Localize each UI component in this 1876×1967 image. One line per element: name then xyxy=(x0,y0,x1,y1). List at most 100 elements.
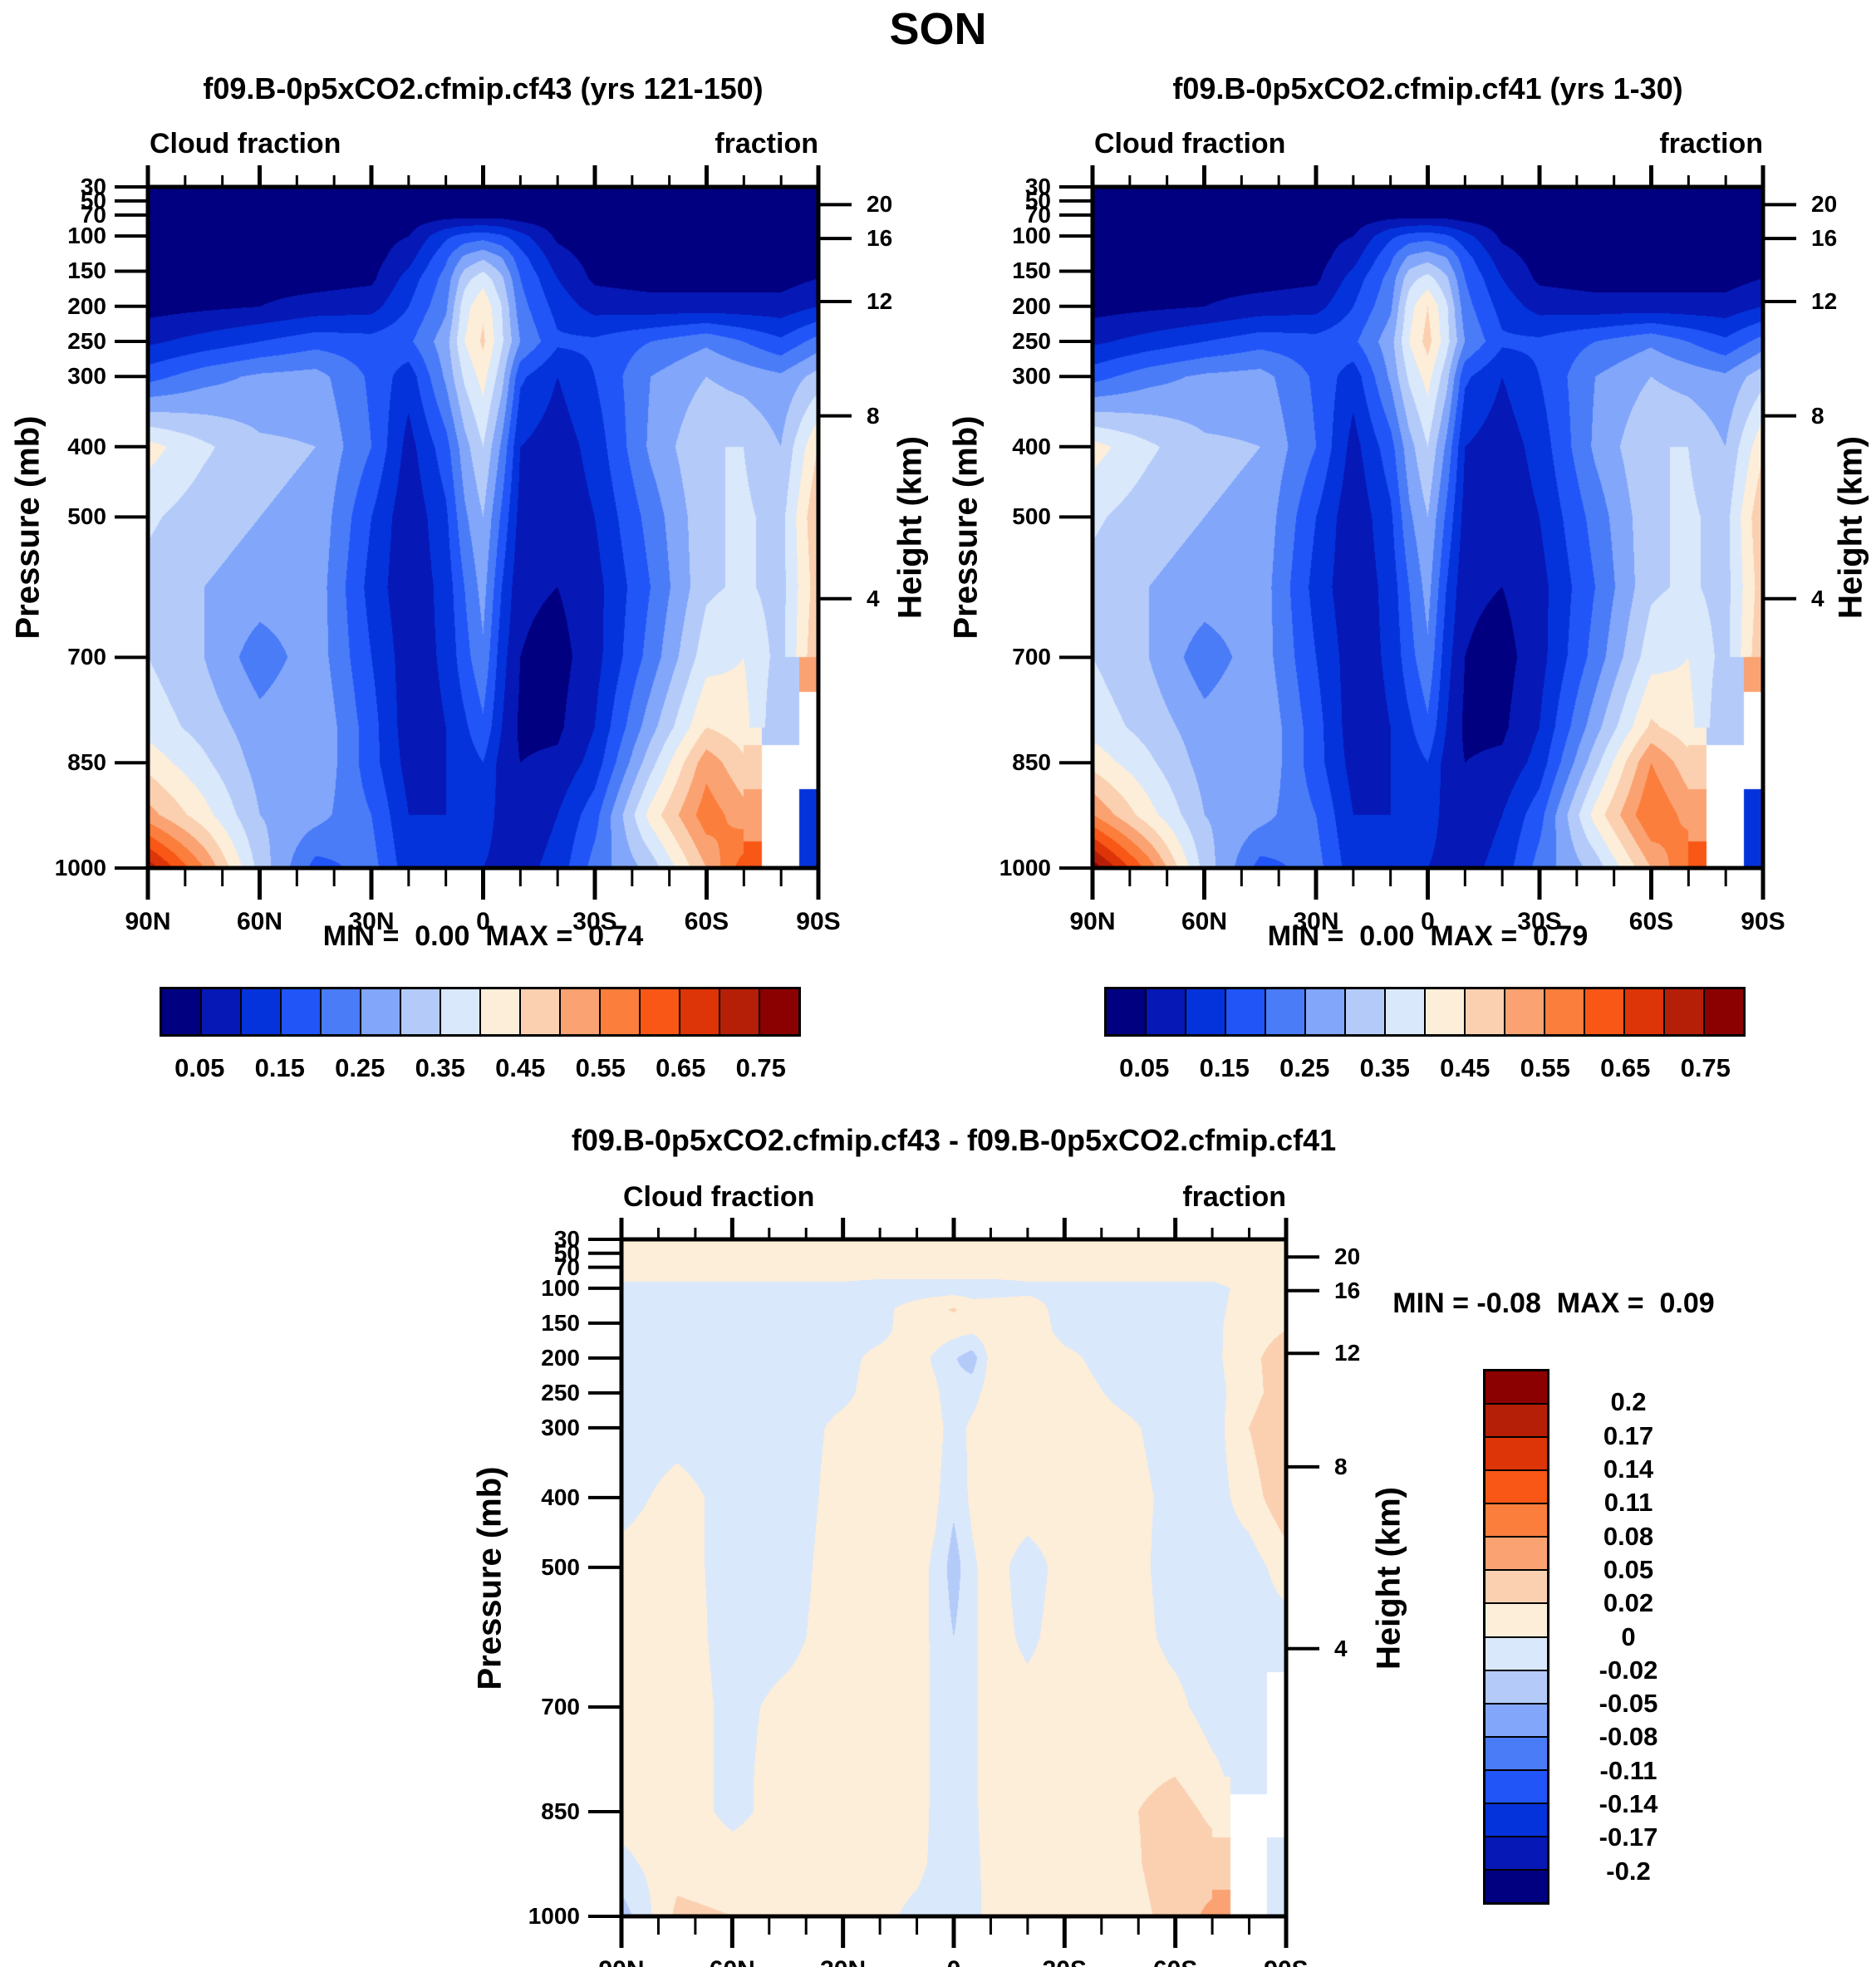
colorbar-cell xyxy=(1486,1669,1547,1703)
pressure-tick-label: 30 xyxy=(80,174,106,199)
colorbar-cell xyxy=(1486,1469,1547,1503)
lat-tick-label: 60S xyxy=(684,908,729,935)
colorbar-cell xyxy=(1225,989,1265,1034)
colorbar-label: 0.75 xyxy=(1680,1053,1731,1082)
height-axis-label-panel-cf41: Height (km) xyxy=(1832,436,1869,619)
colorbar-label: 0.25 xyxy=(335,1053,386,1082)
colorbar-label: 0.35 xyxy=(1359,1053,1410,1082)
height-tick-label: 16 xyxy=(1334,1277,1361,1303)
colorbar-cell xyxy=(1344,989,1384,1034)
colorbar-label: -0.05 xyxy=(1599,1689,1658,1719)
pressure-tick-label: 300 xyxy=(1012,363,1051,390)
colorbar-cell xyxy=(1486,1503,1547,1537)
pressure-tick-label: 150 xyxy=(1012,258,1051,284)
lat-tick-label: 90N xyxy=(1069,908,1116,935)
colorbar-label: 0.45 xyxy=(1440,1053,1490,1082)
colorbar-cell xyxy=(440,989,479,1034)
colorbar-cell xyxy=(1584,989,1623,1034)
colorbar-cell xyxy=(1486,1735,1547,1769)
lat-tick-label: 90S xyxy=(796,908,841,935)
lat-tick-label: 90N xyxy=(572,1956,671,1967)
colorbar-cell xyxy=(360,989,400,1034)
colorbar-cell xyxy=(759,989,798,1034)
pressure-tick-label: 200 xyxy=(541,1344,580,1371)
height-axis-label-panel-cf43: Height (km) xyxy=(891,436,929,619)
lat-tick-label: 30N xyxy=(793,1956,893,1967)
colorbar-label: 0.15 xyxy=(1199,1053,1250,1082)
colorbar-cell xyxy=(599,989,639,1034)
colorbar-label: 0.11 xyxy=(1603,1488,1653,1518)
pressure-tick-label: 70 xyxy=(553,1253,580,1280)
panel-cf43-minmax-text: MIN = 0.00 MAX = 0.74 xyxy=(322,920,644,952)
pressure-tick-label: 70 xyxy=(1024,201,1051,228)
colorbar-cell xyxy=(1486,1436,1547,1470)
pressure-tick-label: 100 xyxy=(541,1274,580,1301)
pressure-tick-label: 850 xyxy=(1012,749,1051,776)
colorbar-label: 0.17 xyxy=(1603,1420,1654,1450)
lat-tick-label: 90S xyxy=(1741,908,1785,935)
colorbar-label: 0.25 xyxy=(1279,1053,1330,1082)
pressure-tick-label: 1000 xyxy=(999,855,1051,880)
lat-tick-label: 60S xyxy=(1628,908,1674,935)
pressure-tick-label: 250 xyxy=(67,327,106,354)
pressure-tick-label: 700 xyxy=(67,644,106,670)
pressure-tick-label: 400 xyxy=(1012,433,1051,459)
colorbar-label: -0.02 xyxy=(1599,1655,1658,1685)
lat-tick-label: 0 xyxy=(904,1956,1004,1967)
colorbar-cell xyxy=(1486,1371,1547,1404)
height-tick-label: 16 xyxy=(867,225,893,252)
colorbar-label: -0.11 xyxy=(1599,1755,1657,1785)
colorbar-label: 0.05 xyxy=(1119,1053,1170,1082)
colorbar-cell xyxy=(1486,1802,1547,1836)
panel-cf41-title: f09.B-0p5xCO2.cfmip.cf41 (yrs 1-30) xyxy=(1172,71,1683,105)
colorbar-cell xyxy=(280,989,320,1034)
lat-tick-label: 30S xyxy=(572,908,617,935)
pressure-tick-label: 700 xyxy=(1012,644,1051,670)
lat-tick-label: 0 xyxy=(1421,908,1435,935)
pressure-tick-label: 1000 xyxy=(528,1903,580,1929)
panel-diff-contour-plot xyxy=(621,1239,1286,1916)
panel-cf43-title: f09.B-0p5xCO2.cfmip.cf43 (yrs 121-150) xyxy=(203,71,764,105)
panel-cf41-axis-frame xyxy=(1059,165,1796,900)
colorbar-cell xyxy=(559,989,599,1034)
colorbar-label: -0.2 xyxy=(1606,1856,1651,1886)
colorbar-label: 0.05 xyxy=(174,1053,225,1082)
lat-tick-label: 60S xyxy=(1126,1956,1225,1967)
colorbar-cell xyxy=(162,989,200,1034)
height-tick-label: 12 xyxy=(867,288,893,315)
colorbar-cell xyxy=(519,989,559,1034)
colorbar-cell xyxy=(200,989,240,1034)
colorbar-cell xyxy=(1304,989,1344,1034)
colorbar-cell xyxy=(639,989,679,1034)
pressure-tick-label: 100 xyxy=(67,223,106,249)
panel-cf41-left-subtitle: Cloud fraction xyxy=(1094,128,1286,159)
colorbar-label: 0.55 xyxy=(1520,1053,1570,1082)
colorbar-cell xyxy=(1486,1636,1547,1670)
colorbar-label: 0.2 xyxy=(1610,1387,1647,1417)
colorbar-label: 0.65 xyxy=(1600,1053,1651,1082)
colorbar-cf43 xyxy=(160,987,801,1037)
pressure-tick-label: 150 xyxy=(541,1309,580,1336)
colorbar-cell xyxy=(1486,1768,1547,1803)
pressure-tick-label: 250 xyxy=(541,1379,580,1405)
colorbar-cell xyxy=(1486,1536,1547,1570)
height-tick-label: 20 xyxy=(867,191,893,218)
panel-diff-right-subtitle: fraction xyxy=(1182,1181,1286,1213)
colorbar-cell xyxy=(1424,989,1464,1034)
panel-diff-left-subtitle: Cloud fraction xyxy=(623,1181,815,1213)
pressure-tick-label: 850 xyxy=(541,1798,580,1824)
colorbar-cf41 xyxy=(1104,987,1746,1037)
colorbar-cell xyxy=(1107,989,1145,1034)
colorbar-cell xyxy=(1145,989,1185,1034)
panel-cf43-right-subtitle: fraction xyxy=(715,128,818,159)
colorbar-cell xyxy=(240,989,280,1034)
colorbar-cell xyxy=(320,989,360,1034)
colorbar-label: -0.08 xyxy=(1599,1722,1658,1752)
colorbar-cell xyxy=(1384,989,1424,1034)
panel-diff-axis-frame xyxy=(588,1218,1319,1948)
colorbar-cell xyxy=(1703,989,1743,1034)
colorbar-label: 0.55 xyxy=(575,1053,626,1082)
lat-tick-label: 60N xyxy=(236,908,283,935)
colorbar-label: -0.14 xyxy=(1599,1789,1658,1819)
colorbar-cell xyxy=(1486,1602,1547,1636)
